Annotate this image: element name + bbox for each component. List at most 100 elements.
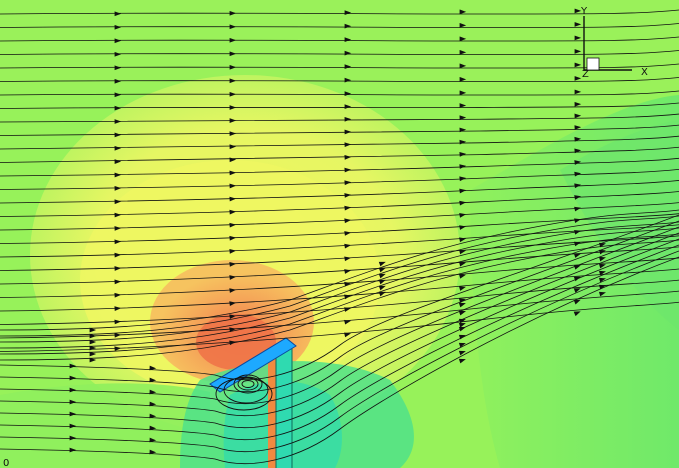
streamline-arrow (459, 127, 467, 133)
streamline-arrow (344, 281, 352, 287)
streamline-arrow (69, 435, 77, 441)
streamline-arrow (114, 51, 122, 57)
streamline (0, 23, 679, 28)
streamline-arrow (573, 299, 581, 305)
streamline-arrow (114, 306, 122, 311)
streamline (0, 102, 679, 109)
streamline-arrow (574, 101, 582, 107)
streamline-arrow (344, 180, 352, 186)
streamline-arrow (344, 142, 352, 148)
streamline-arrow (344, 243, 352, 249)
streamline-arrow (574, 49, 582, 54)
streamline-arrow (599, 291, 606, 297)
streamline (0, 202, 679, 231)
streamline (0, 233, 679, 355)
streamline (0, 250, 679, 452)
streamline-arrow (114, 105, 122, 111)
streamline-arrow (114, 199, 122, 205)
streamline-arrow (573, 311, 581, 317)
streamline-arrow (229, 248, 237, 254)
streamline-arrow (574, 113, 582, 119)
streamline-arrow (69, 447, 77, 453)
streamline-arrow (574, 148, 582, 154)
streamline (0, 224, 679, 258)
streamline-arrow (114, 346, 122, 352)
streamline (0, 215, 679, 337)
streamline-arrow (459, 76, 467, 82)
streamline-arrow (344, 193, 352, 198)
streamline-arrow (459, 261, 467, 267)
upper-band (0, 0, 679, 90)
streamline (0, 168, 679, 190)
streamline (0, 213, 679, 244)
streamline-arrow (149, 389, 157, 395)
streamline-arrow (114, 212, 122, 218)
streamline (0, 124, 679, 136)
streamline-arrow (599, 263, 606, 269)
streamline-arrow (599, 284, 606, 290)
streamline-arrow (229, 196, 237, 202)
streamline-arrow (378, 279, 386, 285)
streamline (0, 238, 679, 428)
streamline-arrow (459, 49, 467, 55)
streamline-arrow (69, 411, 77, 417)
streamline-arrow (344, 50, 352, 56)
z-axis-label: Z (582, 69, 589, 80)
streamline (0, 157, 679, 177)
streamline-arrow (229, 314, 237, 320)
streamline-arrow (573, 288, 581, 293)
streamline-arrow (344, 104, 352, 110)
streamline-arrow (89, 333, 97, 339)
streamline-arrow (458, 342, 466, 348)
streamline-arrow (229, 51, 237, 57)
streamline-arrow (378, 267, 386, 273)
streamline-arrow (69, 399, 77, 405)
streamline-arrow (378, 261, 386, 267)
streamline-arrow (229, 262, 237, 267)
streamline-arrow (229, 222, 237, 228)
streamline-arrow (344, 129, 352, 135)
streamline-arrow (344, 116, 352, 122)
streamline-arrow (599, 256, 606, 262)
streamline (0, 63, 679, 69)
streamline-arrow (459, 188, 467, 194)
streamline-arrow (458, 302, 466, 308)
streamline-arrow (229, 157, 237, 163)
streamline (0, 220, 679, 392)
streamline (0, 90, 679, 96)
streamline-arrow (229, 170, 237, 176)
streamline-arrow (344, 10, 352, 16)
streamline-arrow (574, 125, 582, 130)
streamline-arrow (459, 90, 467, 96)
streamline (0, 244, 679, 440)
streamline (0, 290, 679, 339)
streamline-arrow (114, 252, 122, 258)
streamline (0, 214, 679, 380)
streamline-arrow (344, 64, 352, 70)
streamline-arrow (114, 132, 122, 138)
streamline-arrow (229, 144, 237, 150)
streamline-arrow (114, 159, 122, 164)
streamline-arrow (89, 327, 97, 333)
streamline-arrow (114, 24, 122, 30)
streamline-arrow (149, 401, 157, 407)
streamline-arrow (574, 35, 582, 41)
streamline-arrow (69, 387, 77, 393)
streamline-arrow (229, 91, 237, 97)
streamline (0, 279, 679, 325)
streamline-arrow (114, 332, 122, 338)
streamline (0, 36, 679, 42)
streamline-arrow (344, 37, 352, 43)
right-low-zone-inner (560, 120, 679, 330)
streamline-arrow (114, 172, 122, 178)
streamline-arrow (458, 350, 466, 356)
streamline-arrow (599, 277, 606, 283)
streamline (0, 227, 679, 349)
streamline-arrow (574, 195, 582, 200)
streamline (0, 9, 679, 15)
streamline-arrow (344, 205, 352, 211)
streamline-arrow (229, 105, 237, 110)
streamline-arrow (229, 235, 237, 241)
streamline (0, 232, 679, 416)
streamline-arrow (114, 226, 122, 231)
